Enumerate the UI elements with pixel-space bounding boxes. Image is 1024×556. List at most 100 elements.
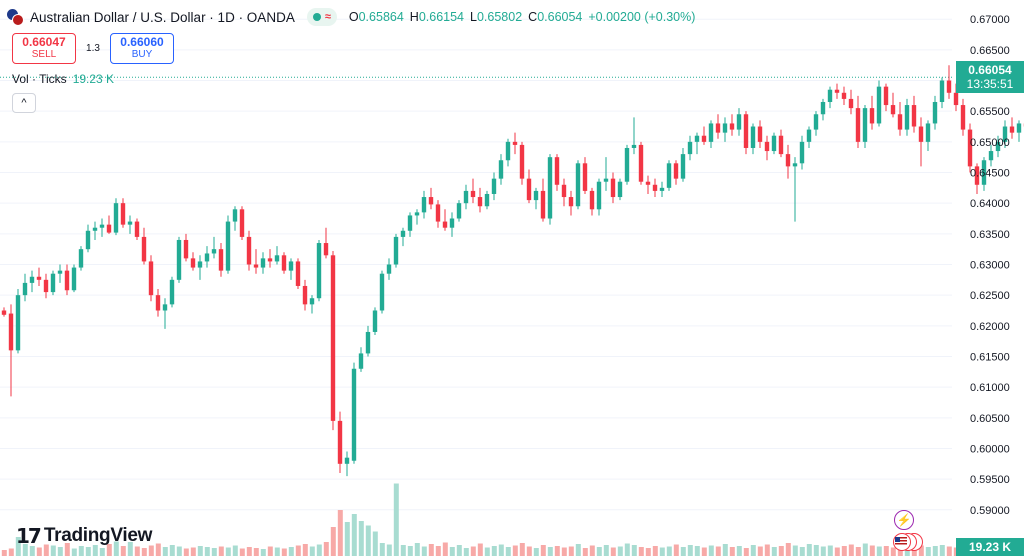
spread-value: 1.3 [86,43,100,54]
volume-bar [743,548,749,556]
economic-events-icon[interactable] [893,533,927,553]
volume-bar [323,542,329,556]
candle [925,120,931,152]
price-tick-label: 0.65000 [970,137,1010,149]
volume-bar [673,544,679,556]
volume-bar [561,547,567,556]
volume-bar [204,547,210,556]
volume-bar [876,546,882,556]
volume-bar [736,546,742,556]
candle [239,206,245,240]
volume-bar [85,547,91,556]
volume-bar [645,548,651,556]
volume-bar [400,545,406,556]
volume-bar [554,546,560,556]
sell-button[interactable]: 0.66047 SELL [12,33,76,64]
volume-bar [449,547,455,556]
candle [309,295,315,314]
candle [1009,117,1015,139]
volume-bar [442,542,448,556]
volume-bar [631,545,637,556]
candle [827,86,833,109]
market-status-pill[interactable]: ≈ [306,8,337,26]
candle [211,236,217,259]
volume-bar [918,545,924,556]
candle [939,77,945,109]
candle [575,160,581,210]
candle [519,141,525,185]
symbol-legend: Australian Dollar / U.S. Dollar · 1D · O… [6,6,695,28]
candle [162,298,168,329]
volume-bar [610,547,616,556]
candle [743,111,749,155]
candle [330,251,336,431]
candle [365,325,371,357]
candle [820,98,826,121]
candle [701,126,707,145]
candle [134,218,140,240]
candle [379,270,385,314]
candle [141,227,147,265]
volume-bar [715,546,721,556]
candle [351,362,357,464]
low-value: 0.65802 [476,10,523,24]
candle [232,206,238,231]
high-value: 0.66154 [418,10,465,24]
volume-bar [435,546,441,556]
candle [652,178,658,198]
volume-bar [407,546,413,556]
candle [967,123,973,173]
volume-legend[interactable]: Vol · Ticks 19.23 K [12,72,114,86]
volume-bar [15,537,21,556]
candle [372,307,378,336]
volume-bar [155,543,161,556]
volume-bar [386,544,392,556]
candle [680,147,686,182]
collapse-legend-button[interactable]: ^ [12,93,36,113]
candle [288,258,294,280]
volume-bar [764,544,770,556]
candle [694,132,700,155]
volume-bar [372,531,378,556]
volume-bar [113,541,119,556]
volume-bar [127,542,133,556]
volume-bar [36,547,42,556]
candle [547,154,553,225]
volume-bar [295,545,301,556]
volume-bar [365,525,371,556]
volume-bar [806,544,812,556]
candle [225,215,231,274]
candle [911,95,917,133]
volume-bar [57,547,63,556]
volume-bar [428,544,434,556]
sell-price: 0.66047 [22,35,66,49]
volume-bar [750,545,756,556]
candle [498,154,504,185]
candle [8,304,14,397]
candle [1,307,7,317]
volume-bar [141,548,147,556]
volume-bar [820,546,826,556]
flash-icon[interactable]: ⚡ [894,510,914,530]
candle [603,157,609,191]
candle [876,80,882,127]
candle [92,221,98,240]
volume-bar [799,547,805,556]
symbol-title[interactable]: Australian Dollar / U.S. Dollar · 1D · O… [30,9,295,25]
candle [904,98,910,136]
volume-bar [519,543,525,556]
candle [932,95,938,130]
candle [589,187,595,216]
candle [78,246,84,271]
candle [393,233,399,268]
candle [869,95,875,130]
candle [792,157,798,222]
volume-bar [883,546,889,556]
last-price: 0.66054 [968,63,1012,77]
volume-bar [218,546,224,556]
tradingview-logo[interactable]: 17 TradingView [16,524,152,548]
buy-button[interactable]: 0.66060 BUY [110,33,174,64]
candle [568,190,574,216]
price-tick-label: 0.62500 [970,290,1010,302]
